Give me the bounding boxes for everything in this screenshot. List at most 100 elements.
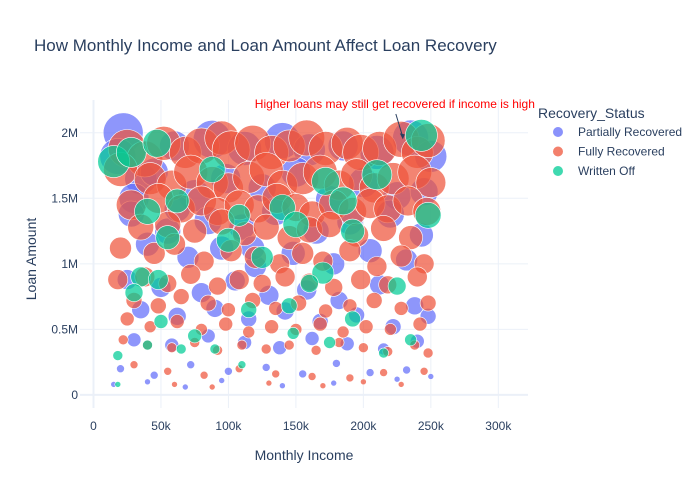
data-point (358, 342, 369, 354)
data-point (427, 373, 435, 380)
data-point (180, 263, 201, 285)
data-point (406, 266, 428, 288)
data-point (415, 167, 447, 198)
data-point (360, 378, 367, 386)
data-point (366, 256, 388, 277)
data-point (129, 360, 139, 370)
data-point (330, 379, 338, 387)
data-point (268, 301, 284, 316)
data-point (117, 334, 129, 346)
data-point (240, 301, 257, 319)
data-point (250, 245, 274, 269)
data-point (279, 382, 286, 390)
data-point (370, 215, 397, 242)
data-point (221, 302, 236, 318)
data-point (187, 328, 202, 344)
data-point (328, 186, 358, 216)
data-point (379, 368, 388, 377)
data-point (397, 381, 405, 388)
data-point (422, 347, 434, 359)
data-point (393, 375, 401, 383)
data-point (378, 347, 389, 359)
legend-label: Partially Recovered (578, 125, 682, 139)
data-point (344, 310, 361, 328)
data-point (208, 383, 216, 391)
data-point (414, 202, 442, 229)
data-point (237, 360, 247, 370)
data-point (384, 323, 397, 336)
data-point (252, 274, 272, 293)
data-point (307, 372, 317, 381)
x-tick-label: 250k (418, 419, 445, 433)
data-point (218, 377, 225, 384)
data-point (310, 344, 322, 356)
data-point (153, 314, 169, 329)
data-point (116, 364, 125, 374)
data-point (319, 382, 327, 390)
data-point (112, 350, 124, 361)
data-point (148, 269, 169, 290)
data-point (116, 137, 147, 168)
legend-label: Fully Recovered (578, 145, 665, 159)
data-point (311, 261, 335, 285)
legend-marker (553, 146, 563, 157)
data-point (298, 369, 308, 379)
data-point (282, 211, 310, 238)
y-axis-title: Loan Amount (23, 218, 39, 301)
data-point (350, 269, 372, 290)
annotation-arrow (395, 113, 404, 138)
data-point (242, 325, 255, 339)
data-point (312, 316, 328, 332)
x-tick-label: 300k (485, 419, 512, 433)
data-point (340, 218, 365, 244)
x-tick-label: 50k (151, 419, 171, 433)
data-point (419, 294, 437, 312)
x-axis-title: Monthly Income (255, 447, 354, 463)
data-point (182, 218, 207, 244)
legend: Recovery_Status Partially Recovered Fully… (538, 105, 682, 178)
data-point (398, 225, 423, 250)
data-point (318, 303, 333, 319)
data-point (419, 366, 429, 376)
data-point (283, 339, 295, 351)
data-point (124, 283, 144, 303)
data-point (228, 269, 250, 290)
data-point (365, 292, 383, 309)
annotation: Higher loans may still get recovered if … (255, 97, 535, 140)
data-point (332, 359, 341, 368)
data-point (358, 319, 374, 335)
data-point (271, 369, 281, 379)
chart-title: How Monthly Income and Loan Amount Affec… (34, 36, 497, 55)
data-point (142, 129, 172, 158)
data-point (149, 370, 159, 380)
data-point (405, 119, 438, 152)
y-tick-label: 2M (61, 126, 78, 140)
data-point (172, 288, 190, 305)
y-tick-label: 1M (61, 257, 78, 271)
data-point (323, 336, 336, 349)
x-tick-label: 0 (90, 419, 97, 433)
data-point (199, 294, 217, 312)
data-point (150, 297, 167, 315)
data-point (236, 339, 248, 351)
data-point (260, 343, 272, 355)
data-point (169, 314, 185, 329)
data-point (166, 342, 178, 354)
data-point (402, 365, 411, 375)
data-point (336, 325, 350, 339)
data-point (404, 333, 417, 347)
data-point (182, 383, 189, 391)
data-point (389, 244, 413, 268)
x-axis: 0 50k 100k 150k 200k 250k 300k (90, 419, 512, 433)
data-point (361, 159, 393, 190)
data-point (171, 381, 178, 388)
data-point (261, 363, 271, 372)
data-point (175, 343, 187, 355)
annotation-text: Higher loans may still get recovered if … (255, 97, 535, 111)
data-point (387, 276, 407, 296)
data-point (163, 366, 172, 376)
data-point (142, 339, 153, 351)
x-tick-label: 150k (283, 419, 310, 433)
data-point (107, 269, 129, 290)
